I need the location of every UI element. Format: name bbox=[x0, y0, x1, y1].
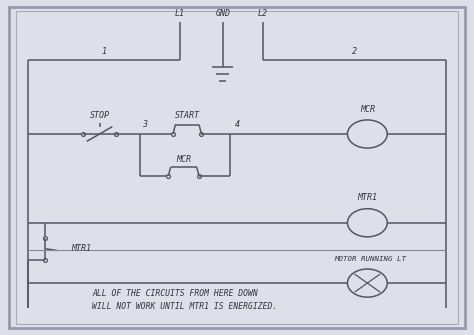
Text: STOP: STOP bbox=[90, 111, 109, 120]
Text: 2: 2 bbox=[352, 48, 357, 56]
Text: 1: 1 bbox=[102, 48, 107, 56]
Text: 3: 3 bbox=[142, 120, 147, 129]
Text: START: START bbox=[175, 111, 200, 120]
Text: L1: L1 bbox=[175, 9, 185, 18]
Text: MCR: MCR bbox=[360, 105, 375, 114]
FancyBboxPatch shape bbox=[16, 11, 458, 324]
Text: 4: 4 bbox=[235, 120, 239, 129]
Text: ALL OF THE CIRCUITS FROM HERE DOWN
WILL NOT WORK UNTIL MTR1 IS ENERGIZED.: ALL OF THE CIRCUITS FROM HERE DOWN WILL … bbox=[92, 289, 278, 311]
FancyBboxPatch shape bbox=[9, 7, 465, 328]
Text: GND: GND bbox=[215, 9, 230, 18]
Text: MOTOR RUNNING LT: MOTOR RUNNING LT bbox=[334, 256, 406, 262]
Text: MTR1: MTR1 bbox=[71, 244, 91, 253]
Text: L2: L2 bbox=[258, 9, 268, 18]
Text: MTR1: MTR1 bbox=[357, 194, 377, 202]
Text: MCR: MCR bbox=[176, 155, 191, 163]
